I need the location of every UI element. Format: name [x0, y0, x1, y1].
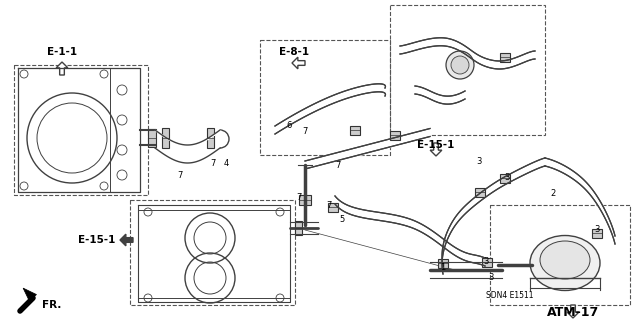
Bar	[328, 203, 338, 211]
Polygon shape	[23, 288, 36, 301]
Polygon shape	[567, 305, 579, 318]
Bar	[482, 257, 492, 266]
Text: 7: 7	[326, 201, 332, 210]
Bar	[490, 205, 630, 305]
Bar	[500, 53, 510, 62]
Text: 7: 7	[302, 128, 308, 137]
Bar	[14, 65, 148, 195]
Text: ATM-17: ATM-17	[547, 306, 599, 318]
Bar	[130, 200, 295, 305]
Text: 3: 3	[504, 174, 509, 182]
Text: E-15-1: E-15-1	[417, 140, 454, 150]
Text: SDN4 E1511: SDN4 E1511	[486, 292, 534, 300]
Circle shape	[446, 51, 474, 79]
Text: 2: 2	[550, 189, 556, 197]
Text: FR.: FR.	[42, 300, 61, 310]
Text: E-15-1: E-15-1	[77, 235, 115, 245]
Circle shape	[451, 56, 469, 74]
Text: 5: 5	[339, 216, 344, 225]
Text: 3: 3	[483, 257, 489, 266]
Text: E-1-1: E-1-1	[47, 47, 77, 57]
Text: E-8-1: E-8-1	[279, 47, 309, 57]
Polygon shape	[430, 143, 442, 156]
Ellipse shape	[540, 241, 590, 279]
Text: 7: 7	[177, 170, 182, 180]
Text: 7: 7	[296, 192, 301, 202]
Text: 6: 6	[286, 121, 292, 130]
Ellipse shape	[530, 235, 600, 291]
Bar	[207, 128, 214, 148]
Bar	[500, 174, 510, 182]
Bar	[592, 228, 602, 238]
Bar	[350, 125, 360, 135]
Bar	[438, 258, 448, 268]
Bar	[148, 129, 156, 147]
Bar	[390, 130, 400, 139]
Text: 7: 7	[335, 160, 340, 169]
Polygon shape	[292, 57, 305, 69]
Bar	[390, 5, 545, 135]
Text: 7: 7	[211, 159, 216, 167]
Bar	[161, 128, 168, 148]
Bar	[475, 188, 485, 197]
Text: 4: 4	[223, 159, 228, 167]
Bar	[299, 195, 311, 205]
Text: 3: 3	[476, 158, 482, 167]
Polygon shape	[120, 234, 133, 246]
Bar	[294, 221, 301, 235]
Polygon shape	[56, 62, 68, 75]
Text: 3: 3	[488, 273, 493, 283]
Text: 3: 3	[595, 226, 600, 234]
Text: 1: 1	[440, 263, 445, 271]
Bar	[260, 40, 390, 155]
